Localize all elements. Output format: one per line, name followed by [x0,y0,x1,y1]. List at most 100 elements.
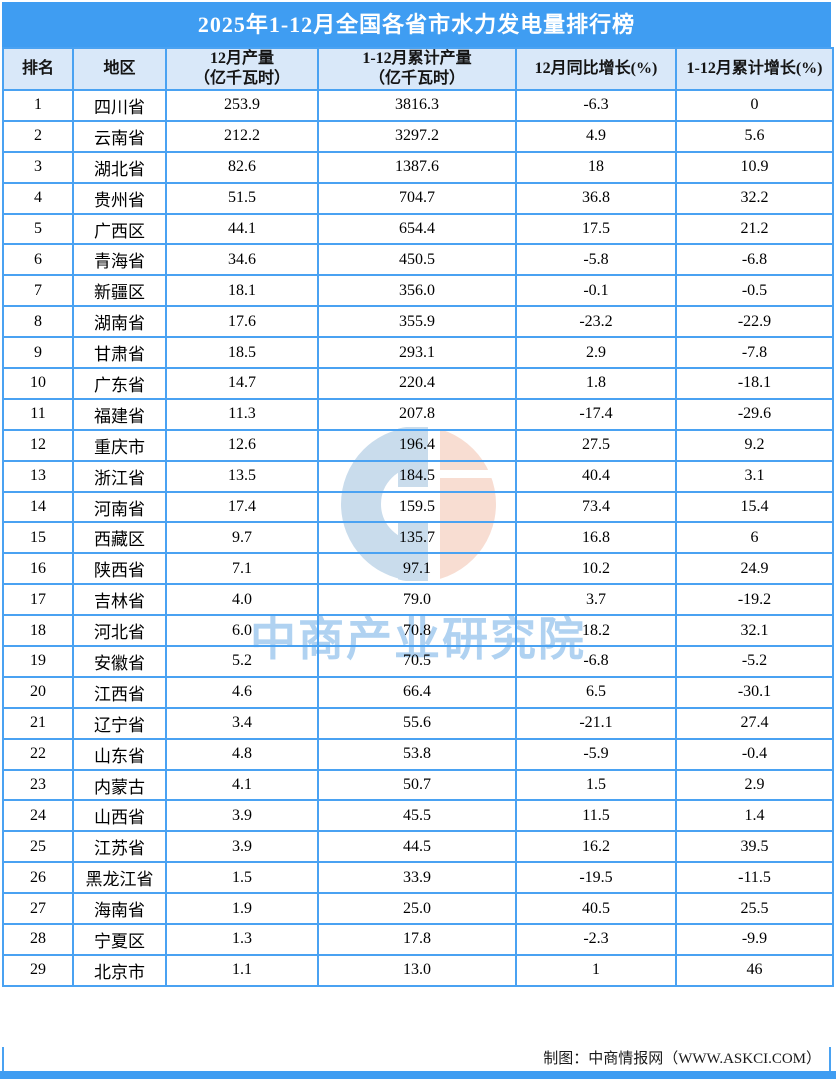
cell-region: 河北省 [72,614,167,648]
cell-cum-output: 45.5 [317,799,517,833]
cell-dec-output: 11.3 [165,397,319,431]
table-row: 3 湖北省 82.6 1387.6 18 10.9 [2,150,834,184]
cell-rank: 7 [2,274,74,308]
cell-dec-output: 9.7 [165,521,319,555]
table-header: 排名 地区 12月产量 （亿千瓦时） 1-12月累计产量 （亿千瓦时） 12月同比增长(%)… [2,47,834,91]
cell-cum-output: 704.7 [317,181,517,215]
cell-dec-yoy-growth: 27.5 [515,428,677,462]
table-row: 10 广东省 14.7 220.4 1.8 -18.1 [2,367,834,400]
cell-cum-output: 356.0 [317,274,517,308]
cell-dec-output: 17.6 [165,305,319,339]
table-body: 1 四川省 253.9 3816.3 -6.3 0 2 云南省 212.2 3297.2 4.9 5.… [2,89,834,987]
column-header-cum-output: 1-12月累计产量 （亿千瓦时） [317,47,517,91]
cell-region: 青海省 [72,243,167,277]
cell-cum-growth: -5.2 [675,645,834,678]
cell-region: 福建省 [72,397,167,431]
cell-dec-output: 1.9 [165,892,319,926]
cell-region: 内蒙古 [72,768,167,802]
cell-dec-output: 4.1 [165,768,319,802]
cell-region: 甘肃省 [72,336,167,370]
cell-dec-yoy-growth: 16.2 [515,830,677,864]
cell-dec-yoy-growth: 1 [515,953,677,987]
cell-cum-output: 196.4 [317,428,517,462]
cell-cum-growth: -7.8 [675,336,834,370]
cell-cum-output: 25.0 [317,892,517,926]
cell-cum-growth: 5.6 [675,119,834,153]
cell-cum-output: 3297.2 [317,119,517,153]
table-row: 1 四川省 253.9 3816.3 -6.3 0 [2,89,834,122]
cell-region: 浙江省 [72,459,167,493]
cell-cum-output: 17.8 [317,923,517,956]
cell-region: 陕西省 [72,552,167,586]
cell-rank: 1 [2,89,74,122]
cell-rank: 8 [2,305,74,339]
table-row: 2 云南省 212.2 3297.2 4.9 5.6 [2,119,834,153]
table-row: 5 广西区 44.1 654.4 17.5 21.2 [2,212,834,246]
cell-cum-output: 53.8 [317,737,517,771]
table-row: 16 陕西省 7.1 97.1 10.2 24.9 [2,552,834,586]
cell-cum-output: 293.1 [317,336,517,370]
table-row: 22 山东省 4.8 53.8 -5.9 -0.4 [2,737,834,771]
table-row: 11 福建省 11.3 207.8 -17.4 -29.6 [2,397,834,431]
cell-dec-yoy-growth: -2.3 [515,923,677,956]
cell-cum-output: 135.7 [317,521,517,555]
cell-dec-yoy-growth: 10.2 [515,552,677,586]
cell-dec-output: 18.5 [165,336,319,370]
column-header-region: 地区 [72,47,167,91]
cell-region: 吉林省 [72,583,167,617]
cell-rank: 26 [2,861,74,895]
cell-cum-growth: 10.9 [675,150,834,184]
cell-cum-growth: -22.9 [675,305,834,339]
cell-rank: 19 [2,645,74,678]
cell-cum-output: 66.4 [317,675,517,709]
cell-dec-yoy-growth: -21.1 [515,706,677,740]
cell-dec-yoy-growth: 16.8 [515,521,677,555]
table-row: 14 河南省 17.4 159.5 73.4 15.4 [2,490,834,524]
cell-cum-output: 654.4 [317,212,517,246]
cell-dec-yoy-growth: 11.5 [515,799,677,833]
cell-region: 宁夏区 [72,923,167,956]
cell-region: 贵州省 [72,181,167,215]
cell-region: 黑龙江省 [72,861,167,895]
cell-region: 新疆区 [72,274,167,308]
cell-dec-output: 6.0 [165,614,319,648]
cell-rank: 4 [2,181,74,215]
cell-dec-output: 34.6 [165,243,319,277]
table-row: 6 青海省 34.6 450.5 -5.8 -6.8 [2,243,834,277]
cell-rank: 22 [2,737,74,771]
cell-dec-output: 18.1 [165,274,319,308]
table-row: 4 贵州省 51.5 704.7 36.8 32.2 [2,181,834,215]
cell-cum-growth: -18.1 [675,367,834,400]
cell-rank: 18 [2,614,74,648]
cell-dec-yoy-growth: -0.1 [515,274,677,308]
cell-region: 辽宁省 [72,706,167,740]
cell-rank: 17 [2,583,74,617]
cell-rank: 9 [2,336,74,370]
cell-region: 山东省 [72,737,167,771]
table-row: 13 浙江省 13.5 184.5 40.4 3.1 [2,459,834,493]
cell-dec-yoy-growth: -5.8 [515,243,677,277]
cell-region: 安徽省 [72,645,167,678]
cell-dec-output: 7.1 [165,552,319,586]
cell-region: 广东省 [72,367,167,400]
cell-dec-output: 44.1 [165,212,319,246]
cell-cum-output: 1387.6 [317,150,517,184]
cell-cum-output: 355.9 [317,305,517,339]
cell-rank: 3 [2,150,74,184]
cell-region: 云南省 [72,119,167,153]
cell-rank: 13 [2,459,74,493]
cell-cum-growth: -11.5 [675,861,834,895]
cell-cum-growth: 32.1 [675,614,834,648]
cell-region: 山西省 [72,799,167,833]
cell-region: 湖南省 [72,305,167,339]
cell-cum-growth: 24.9 [675,552,834,586]
cell-dec-output: 14.7 [165,367,319,400]
cell-rank: 14 [2,490,74,524]
cell-dec-output: 13.5 [165,459,319,493]
cell-region: 广西区 [72,212,167,246]
table-row: 8 湖南省 17.6 355.9 -23.2 -22.9 [2,305,834,339]
cell-region: 江苏省 [72,830,167,864]
cell-cum-growth: 39.5 [675,830,834,864]
cell-region: 江西省 [72,675,167,709]
